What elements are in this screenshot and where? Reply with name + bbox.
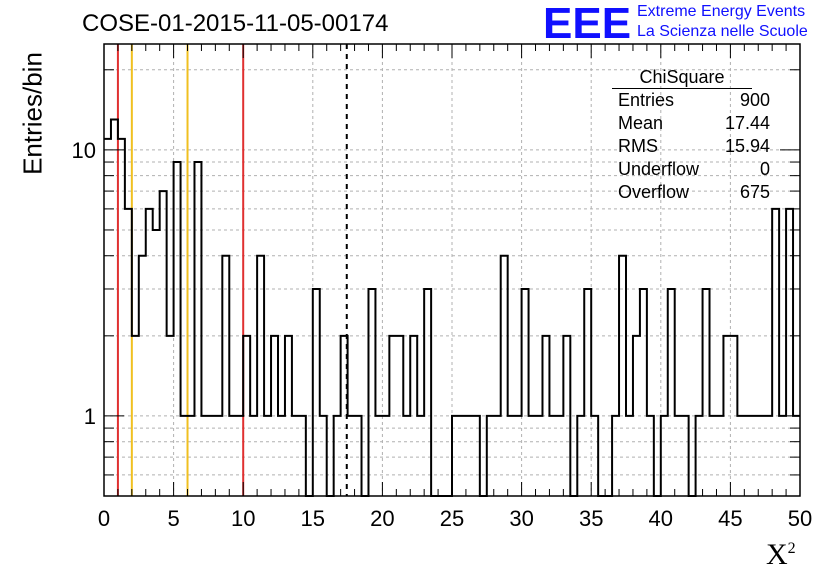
stats-title: ChiSquare (612, 66, 752, 89)
stats-row: Overflow 675 (612, 181, 772, 204)
x-tick-label: 5 (167, 506, 179, 531)
stats-row: RMS 15.94 (612, 135, 772, 158)
x-axis-label: X2 (766, 538, 796, 571)
x-tick-label: 40 (649, 506, 673, 531)
chart-title: COSE-01-2015-11-05-00174 (82, 10, 389, 37)
x-tick-label: 45 (718, 506, 742, 531)
stats-row: Entries 900 (612, 89, 772, 112)
stats-label: RMS (618, 136, 658, 156)
stats-row: Underflow 0 (612, 158, 772, 181)
stats-row: Mean 17.44 (612, 112, 772, 135)
stats-label: Entries (618, 90, 675, 110)
x-tick-label: 25 (440, 506, 464, 531)
axis-ticks (103, 44, 801, 496)
stats-value: 17.44 (724, 113, 770, 133)
y-axis-label: Entries/bin (17, 52, 48, 175)
stats-box: ChiSquare Entries 900 Mean 17.44 RMS 15.94 … (612, 66, 772, 204)
stats-value: 15.94 (724, 136, 770, 156)
logo-line-1: Extreme Energy Events (637, 3, 806, 20)
logo-line-2: La Scienza nelle Scuole (637, 23, 808, 40)
y-tick-label: 1 (84, 404, 96, 429)
x-tick-label: 20 (370, 506, 394, 531)
x-tick-label: 50 (788, 506, 812, 531)
stats-value: 900 (739, 90, 770, 110)
stats-label: Overflow (618, 182, 690, 202)
stats-label: Underflow (618, 159, 700, 179)
eee-logo: EEE (543, 0, 632, 48)
x-tick-label: 30 (509, 506, 533, 531)
stats-value: 0 (759, 159, 770, 179)
x-tick-label: 15 (301, 506, 325, 531)
y-tick-label: 10 (72, 138, 96, 163)
x-tick-label: 35 (579, 506, 603, 531)
stats-label: Mean (618, 113, 664, 133)
stats-value: 675 (739, 182, 770, 202)
x-tick-label: 0 (98, 506, 110, 531)
x-tick-label: 10 (231, 506, 255, 531)
axis-tick-labels: 0 5 10 15 20 25 30 35 40 45 50 1 10 (72, 138, 813, 531)
